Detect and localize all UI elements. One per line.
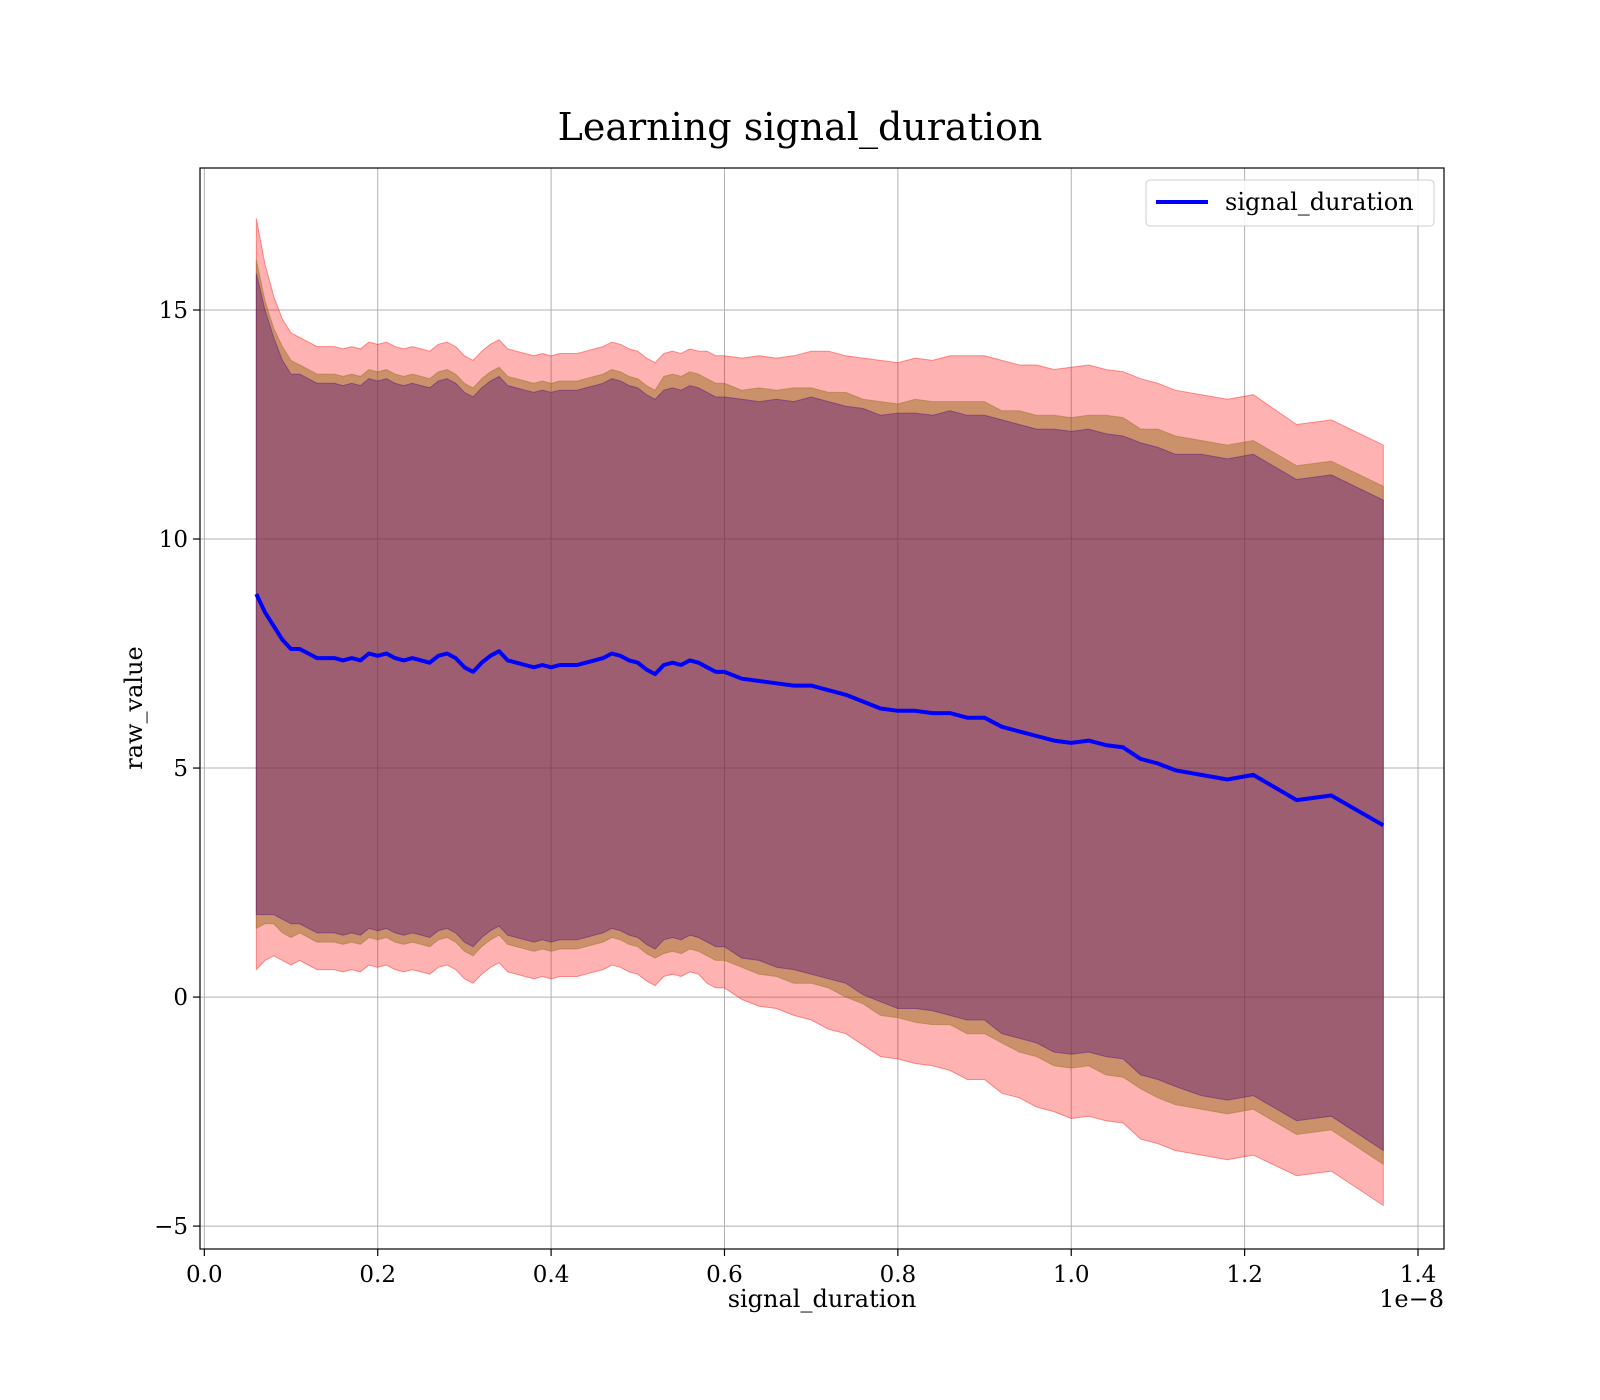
y-tick-label: 10: [159, 527, 188, 553]
y-tick-label: −5: [154, 1214, 188, 1240]
x-tick-label: 1.2: [1226, 1262, 1263, 1288]
y-axis-label: raw_value: [120, 646, 148, 770]
x-axis-label: signal_duration: [728, 1285, 917, 1313]
x-axis-offset-text: 1e−8: [1379, 1285, 1444, 1313]
y-axis-ticks: −5 0 5 10 15: [154, 298, 200, 1240]
chart-title: Learning signal_duration: [558, 105, 1043, 150]
y-tick-label: 15: [159, 298, 188, 324]
series-line-signal-duration: [254, 593, 1385, 828]
series-line-layer: [254, 593, 1385, 828]
y-tick-label: 0: [173, 985, 188, 1011]
x-tick-label: 1.4: [1400, 1262, 1437, 1288]
x-tick-label: 0.0: [186, 1262, 223, 1288]
x-tick-label: 1.0: [1053, 1262, 1090, 1288]
plot-frame: [199, 167, 1445, 1250]
y-tick-label: 5: [173, 756, 188, 782]
band-inner: [255, 273, 1384, 1152]
x-tick-label: 0.8: [880, 1262, 917, 1288]
band-middle: [255, 259, 1384, 1166]
grid-layer: [200, 168, 1444, 1249]
band-outer: [255, 218, 1384, 1207]
legend-label: signal_duration: [1225, 188, 1414, 216]
x-axis-ticks: 0.0 0.2 0.4 0.6 0.8 1.0 1.2 1.4: [186, 1249, 1436, 1288]
x-tick-label: 0.6: [706, 1262, 743, 1288]
legend: signal_duration: [1145, 179, 1435, 227]
confidence-bands: [255, 218, 1384, 1207]
x-tick-label: 0.2: [359, 1262, 396, 1288]
x-tick-label: 0.4: [533, 1262, 570, 1288]
legend-box: [1145, 179, 1435, 227]
